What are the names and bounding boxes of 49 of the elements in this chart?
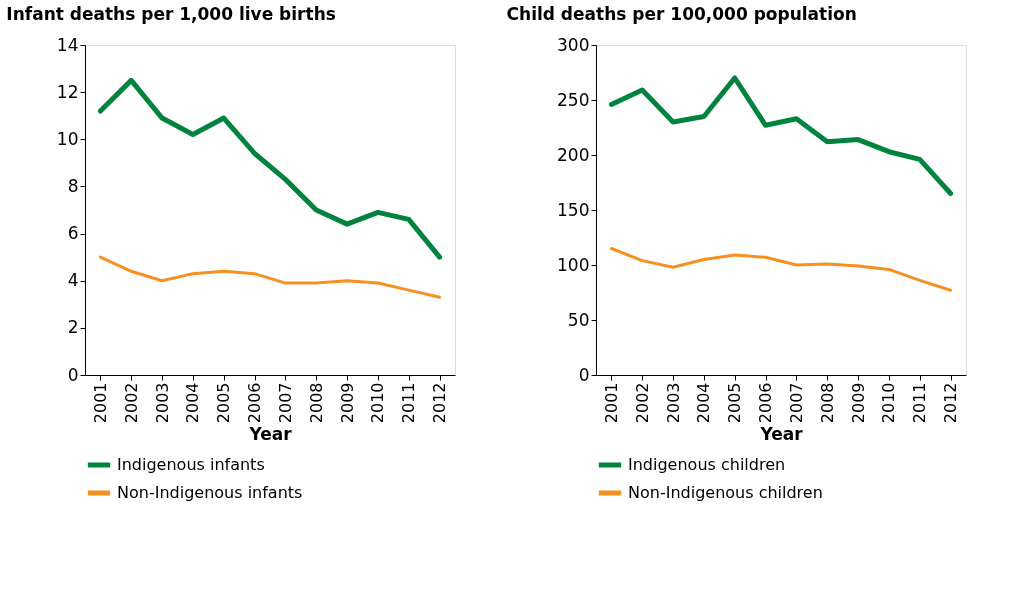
x-tick-label: 2011 [910,382,930,424]
legend-label: Indigenous infants [117,455,265,474]
y-tick-label: 150 [557,199,590,220]
x-tick-label: 2011 [399,382,419,424]
x-tick-label: 2002 [632,382,652,424]
y-tick-label: 6 [67,223,79,244]
x-tick-label: 2007 [786,382,806,424]
x-tick-label: 2005 [725,382,745,424]
x-axis-title: Year [248,424,293,445]
chart-title: Child deaths per 100,000 population [506,4,857,24]
y-tick-label: 300 [557,34,590,55]
y-tick-label: 10 [56,128,79,149]
y-tick-label: 14 [56,34,79,55]
y-tick-label: 200 [557,144,590,165]
y-tick-label: 250 [557,89,590,110]
x-tick-label: 2001 [90,382,110,424]
x-tick-label: 2008 [306,382,326,424]
x-tick-label: 2004 [183,382,203,424]
x-axis-title: Year [759,424,804,445]
chart-title: Infant deaths per 1,000 live births [6,4,336,24]
x-tick-label: 2004 [694,382,714,424]
x-tick-label: 2010 [368,382,388,424]
x-tick-label: 2001 [601,382,621,424]
x-tick-label: 2006 [245,382,265,424]
x-tick-label: 2010 [879,382,899,424]
x-tick-label: 2008 [817,382,837,424]
y-tick-label: 4 [67,270,79,291]
y-tick-label: 0 [67,364,79,385]
y-tick-label: 2 [67,317,79,338]
x-tick-label: 2003 [152,382,172,424]
y-tick-label: 8 [67,175,79,196]
x-tick-label: 2009 [848,382,868,424]
legend-label: Non-Indigenous children [628,483,823,502]
x-tick-label: 2002 [121,382,141,424]
x-tick-label: 2005 [214,382,234,424]
x-tick-label: 2012 [430,382,450,424]
y-tick-label: 12 [56,81,79,102]
x-tick-label: 2012 [941,382,961,424]
line-series [609,247,953,292]
y-tick-label: 0 [578,364,590,385]
y-tick-label: 100 [557,254,590,275]
x-tick-label: 2007 [275,382,295,424]
x-tick-label: 2006 [756,382,776,424]
legend-label: Indigenous children [628,455,786,474]
legend-label: Non-Indigenous infants [117,483,303,502]
x-tick-label: 2009 [337,382,357,424]
x-tick-label: 2003 [663,382,683,424]
y-tick-label: 50 [567,309,590,330]
line-series [98,255,442,299]
